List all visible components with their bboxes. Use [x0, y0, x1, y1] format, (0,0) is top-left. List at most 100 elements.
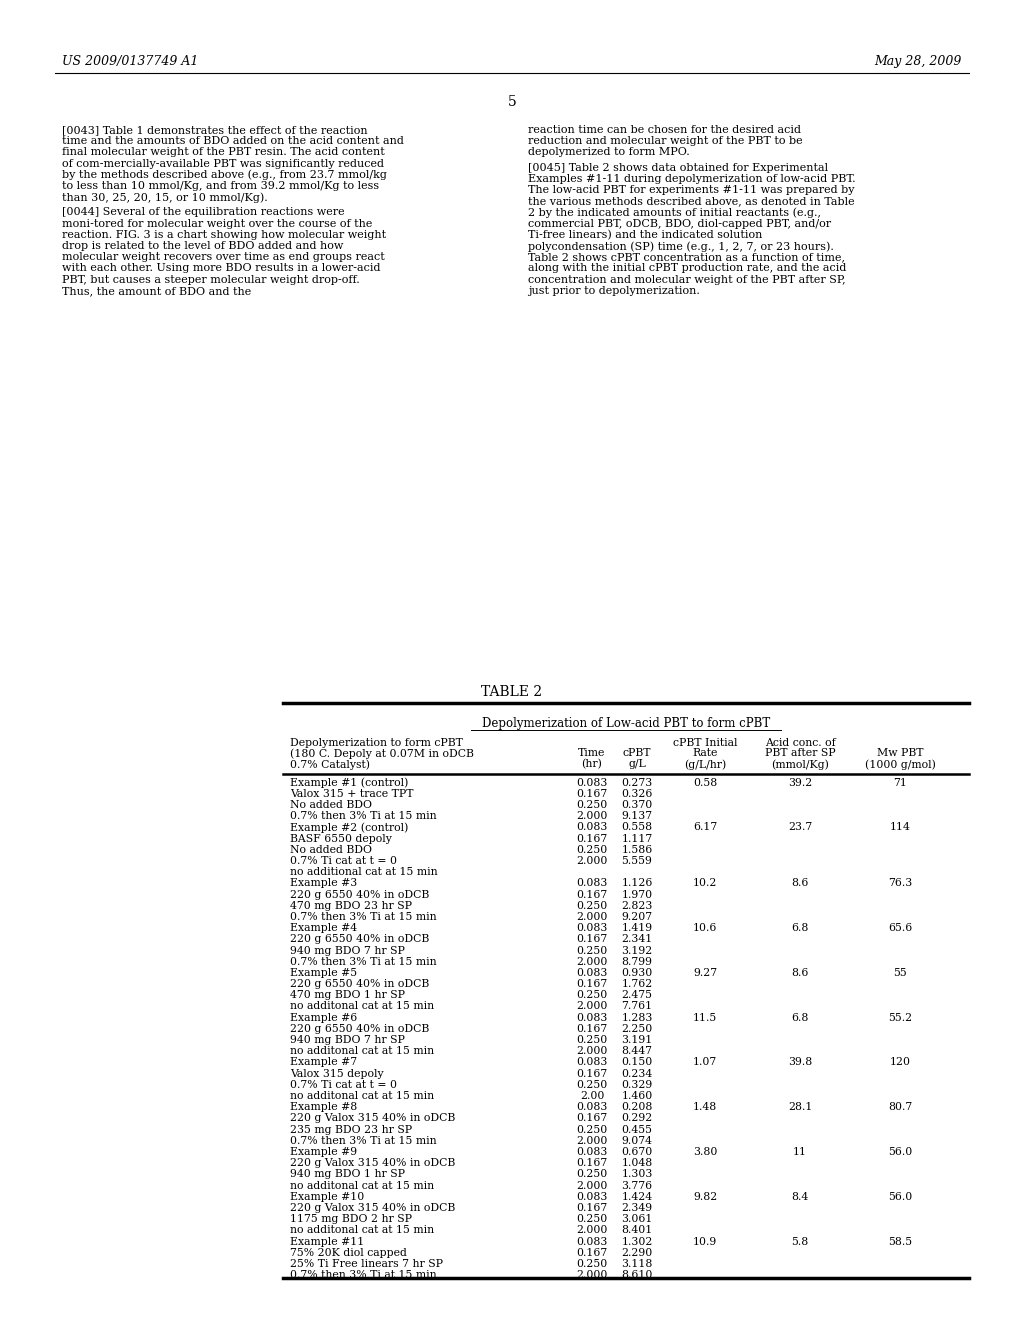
Text: 0.167: 0.167: [577, 1024, 607, 1034]
Text: 0.083: 0.083: [577, 1237, 607, 1246]
Text: reduction and molecular weight of the PBT to be: reduction and molecular weight of the PB…: [528, 136, 803, 147]
Text: 39.8: 39.8: [787, 1057, 812, 1068]
Text: 2 by the indicated amounts of initial reactants (e.g.,: 2 by the indicated amounts of initial re…: [528, 207, 821, 218]
Text: 0.250: 0.250: [577, 990, 607, 1001]
Text: 8.4: 8.4: [792, 1192, 809, 1203]
Text: 11.5: 11.5: [693, 1012, 717, 1023]
Text: Example #5: Example #5: [290, 968, 357, 978]
Text: 1.07: 1.07: [693, 1057, 717, 1068]
Text: 0.7% then 3% Ti at 15 min: 0.7% then 3% Ti at 15 min: [290, 912, 436, 921]
Text: 2.000: 2.000: [577, 957, 607, 966]
Text: 2.000: 2.000: [577, 1180, 607, 1191]
Text: 56.0: 56.0: [888, 1147, 912, 1158]
Text: (g/L/hr): (g/L/hr): [684, 759, 726, 770]
Text: 1.303: 1.303: [622, 1170, 652, 1180]
Text: 2.250: 2.250: [622, 1024, 652, 1034]
Text: 6.8: 6.8: [792, 923, 809, 933]
Text: 0.083: 0.083: [577, 822, 607, 833]
Text: 0.370: 0.370: [622, 800, 652, 810]
Text: 0.234: 0.234: [622, 1069, 652, 1078]
Text: PBT, but causes a steeper molecular weight drop-off.: PBT, but causes a steeper molecular weig…: [62, 275, 359, 285]
Text: 0.083: 0.083: [577, 1147, 607, 1158]
Text: 2.000: 2.000: [577, 855, 607, 866]
Text: US 2009/0137749 A1: US 2009/0137749 A1: [62, 55, 199, 69]
Text: 6.17: 6.17: [693, 822, 717, 833]
Text: 0.167: 0.167: [577, 1158, 607, 1168]
Text: 2.475: 2.475: [622, 990, 652, 1001]
Text: 220 g Valox 315 40% in oDCB: 220 g Valox 315 40% in oDCB: [290, 1203, 456, 1213]
Text: 0.150: 0.150: [622, 1057, 652, 1068]
Text: 8.799: 8.799: [622, 957, 652, 966]
Text: 2.000: 2.000: [577, 810, 607, 821]
Text: Table 2 shows cPBT concentration as a function of time,: Table 2 shows cPBT concentration as a fu…: [528, 252, 845, 263]
Text: (1000 g/mol): (1000 g/mol): [864, 759, 936, 770]
Text: time and the amounts of BDO added on the acid content and: time and the amounts of BDO added on the…: [62, 136, 403, 147]
Text: 0.250: 0.250: [577, 1125, 607, 1135]
Text: drop is related to the level of BDO added and how: drop is related to the level of BDO adde…: [62, 242, 343, 251]
Text: Rate: Rate: [692, 748, 718, 759]
Text: concentration and molecular weight of the PBT after SP,: concentration and molecular weight of th…: [528, 275, 846, 285]
Text: depolymerized to form MPO.: depolymerized to form MPO.: [528, 148, 690, 157]
Text: 71: 71: [893, 777, 907, 788]
Text: Thus, the amount of BDO and the: Thus, the amount of BDO and the: [62, 286, 251, 296]
Text: 1.302: 1.302: [622, 1237, 652, 1246]
Text: 220 g 6550 40% in oDCB: 220 g 6550 40% in oDCB: [290, 890, 429, 899]
Text: 6.8: 6.8: [792, 1012, 809, 1023]
Text: 1.460: 1.460: [622, 1092, 652, 1101]
Text: 0.58: 0.58: [693, 777, 717, 788]
Text: Example #9: Example #9: [290, 1147, 357, 1158]
Text: 0.083: 0.083: [577, 878, 607, 888]
Text: 10.2: 10.2: [693, 878, 717, 888]
Text: than 30, 25, 20, 15, or 10 mmol/Kg).: than 30, 25, 20, 15, or 10 mmol/Kg).: [62, 193, 267, 203]
Text: with each other. Using more BDO results in a lower-acid: with each other. Using more BDO results …: [62, 264, 381, 273]
Text: Time: Time: [579, 748, 605, 759]
Text: 10.9: 10.9: [693, 1237, 717, 1246]
Text: 56.0: 56.0: [888, 1192, 912, 1203]
Text: 0.167: 0.167: [577, 1247, 607, 1258]
Text: PBT after SP: PBT after SP: [765, 748, 836, 759]
Text: no additonal cat at 15 min: no additonal cat at 15 min: [290, 1002, 434, 1011]
Text: 0.083: 0.083: [577, 777, 607, 788]
Text: 0.250: 0.250: [577, 1170, 607, 1180]
Text: 0.273: 0.273: [622, 777, 652, 788]
Text: 2.000: 2.000: [577, 1137, 607, 1146]
Text: Example #6: Example #6: [290, 1012, 357, 1023]
Text: 0.167: 0.167: [577, 1203, 607, 1213]
Text: 2.341: 2.341: [622, 935, 652, 944]
Text: 220 g 6550 40% in oDCB: 220 g 6550 40% in oDCB: [290, 979, 429, 989]
Text: no additonal cat at 15 min: no additonal cat at 15 min: [290, 1092, 434, 1101]
Text: molecular weight recovers over time as end groups react: molecular weight recovers over time as e…: [62, 252, 385, 263]
Text: 470 mg BDO 23 hr SP: 470 mg BDO 23 hr SP: [290, 900, 412, 911]
Text: 0.7% Ti cat at t = 0: 0.7% Ti cat at t = 0: [290, 1080, 397, 1090]
Text: 5.559: 5.559: [622, 855, 652, 866]
Text: 0.083: 0.083: [577, 1012, 607, 1023]
Text: 0.250: 0.250: [577, 845, 607, 855]
Text: no additional cat at 15 min: no additional cat at 15 min: [290, 867, 437, 876]
Text: 1.762: 1.762: [622, 979, 652, 989]
Text: 25% Ti Free linears 7 hr SP: 25% Ti Free linears 7 hr SP: [290, 1259, 443, 1269]
Text: commercial PBT, oDCB, BDO, diol-capped PBT, and/or: commercial PBT, oDCB, BDO, diol-capped P…: [528, 219, 831, 228]
Text: 2.000: 2.000: [577, 1270, 607, 1280]
Text: Valox 315 depoly: Valox 315 depoly: [290, 1069, 384, 1078]
Text: 470 mg BDO 1 hr SP: 470 mg BDO 1 hr SP: [290, 990, 406, 1001]
Text: 1.48: 1.48: [693, 1102, 717, 1113]
Text: 3.776: 3.776: [622, 1180, 652, 1191]
Text: 8.6: 8.6: [792, 968, 809, 978]
Text: 55.2: 55.2: [888, 1012, 912, 1023]
Text: 235 mg BDO 23 hr SP: 235 mg BDO 23 hr SP: [290, 1125, 412, 1135]
Text: 9.137: 9.137: [622, 810, 652, 821]
Text: 0.250: 0.250: [577, 1259, 607, 1269]
Text: 0.7% then 3% Ti at 15 min: 0.7% then 3% Ti at 15 min: [290, 1270, 436, 1280]
Text: TABLE 2: TABLE 2: [481, 685, 543, 700]
Text: The low-acid PBT for experiments #1-11 was prepared by: The low-acid PBT for experiments #1-11 w…: [528, 185, 854, 195]
Text: Example #3: Example #3: [290, 878, 357, 888]
Text: 0.167: 0.167: [577, 979, 607, 989]
Text: of com-mercially-available PBT was significantly reduced: of com-mercially-available PBT was signi…: [62, 158, 384, 169]
Text: 220 g Valox 315 40% in oDCB: 220 g Valox 315 40% in oDCB: [290, 1158, 456, 1168]
Text: 1.117: 1.117: [622, 833, 652, 843]
Text: final molecular weight of the PBT resin. The acid content: final molecular weight of the PBT resin.…: [62, 148, 385, 157]
Text: Example #2 (control): Example #2 (control): [290, 822, 409, 833]
Text: 11: 11: [793, 1147, 807, 1158]
Text: (hr): (hr): [582, 759, 602, 770]
Text: 2.000: 2.000: [577, 1002, 607, 1011]
